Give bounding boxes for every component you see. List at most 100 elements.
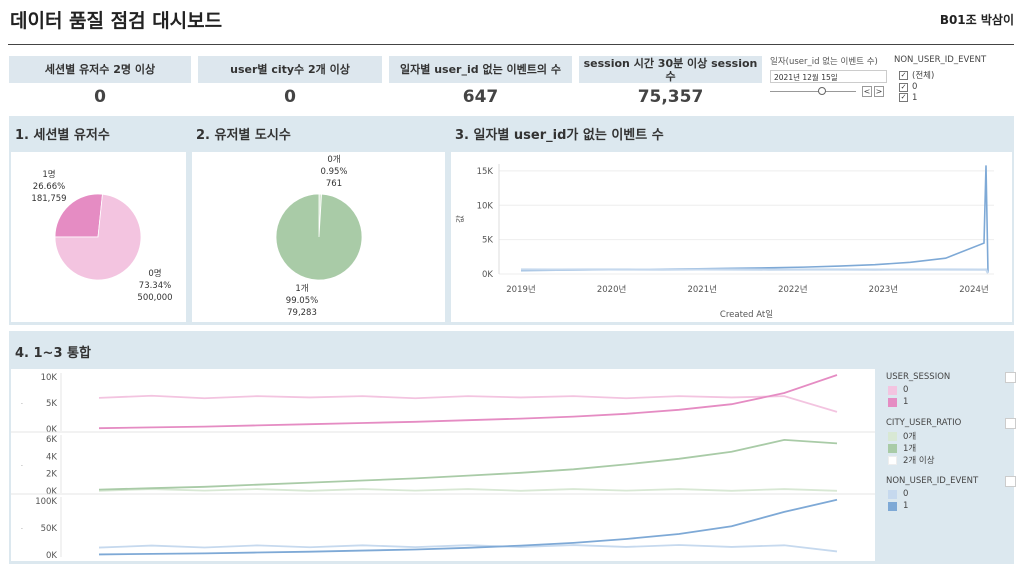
legend-item[interactable]: 0 [888, 488, 1016, 500]
slice-pct: 0.95% [320, 167, 348, 177]
kpi-value: 647 [389, 83, 572, 110]
legend-item[interactable]: 1개 [888, 442, 1016, 454]
series-line[interactable] [520, 165, 989, 273]
y-tick-label: 4K [46, 452, 57, 462]
legend-swatch [888, 431, 897, 441]
legend-swatch [888, 455, 897, 465]
pie-panel-sessions: 1명 26.66% 181,759 0명 73.34% 500,000 [11, 152, 186, 322]
y-tick-label: 5K [482, 236, 493, 246]
legend-label: 1개 [903, 444, 917, 454]
pie-slice[interactable] [54, 193, 103, 238]
series-line[interactable] [98, 394, 838, 413]
legend-swatch [888, 397, 897, 407]
date-filter-label: 일자(user_id 없는 이벤트 수) [770, 57, 878, 67]
date-slider[interactable] [770, 87, 856, 95]
prev-button[interactable]: < [862, 86, 872, 97]
slice-count: 761 [325, 179, 343, 189]
slice-count: 181,759 [31, 194, 67, 204]
checkbox-checked-icon[interactable]: ✓ [899, 82, 908, 92]
y-tick-label: 0K [46, 551, 57, 561]
legend-label: 0개 [903, 432, 917, 442]
date-input[interactable]: 2021년 12월 15일 [770, 70, 887, 83]
legend-item[interactable]: 0개 [888, 430, 1016, 442]
section-title-4: 4. 1~3 통합 [15, 346, 91, 361]
legend-label: 1 [903, 501, 909, 511]
series-line[interactable] [98, 374, 838, 430]
user-name: B01조 박삼이 [939, 13, 1014, 27]
slice-count: 500,000 [137, 293, 173, 303]
kpi-label: 세션별 유저수 2명 이상 [9, 56, 191, 83]
y-tick-label: 15K [477, 167, 494, 177]
series-line[interactable] [98, 544, 838, 553]
combined-legend: USER_SESSION 0 1 CITY_USER_RATIO 0개 1개 2… [886, 370, 1016, 512]
combined-panel: 10K 5K 0K. 6K 4K 2K 0K. 100K 50K 0K. [11, 369, 875, 561]
legend-toggle[interactable] [1005, 475, 1016, 487]
legend-toggle[interactable] [1005, 417, 1016, 429]
x-tick-label: 2021년 [687, 284, 716, 295]
pie-label: 1개 99.05% 79,283 [272, 283, 332, 319]
pie-label: 0개 0.95% 761 [304, 154, 364, 190]
header-divider [8, 44, 1014, 45]
legend-swatch [888, 489, 897, 499]
slice-name: 0개 [327, 155, 341, 165]
filter-option-label: (전체) [912, 71, 935, 81]
kpi-label: session 시간 30분 이상 session 수 [579, 56, 762, 83]
section-title-1: 1. 세션별 유저수 [15, 128, 110, 143]
line-chart-events: 0K 5K 10K 15K 2019년 2020년 2021년 2022년 2023년 2024년… [455, 164, 994, 320]
x-tick-label: 2023년 [869, 284, 898, 295]
legend-item[interactable]: 0 [888, 384, 1016, 396]
legend-item[interactable]: 2개 이상 [888, 454, 1016, 466]
y-tick-label: 2K [46, 470, 57, 480]
x-tick-label: 2024년 [959, 284, 988, 295]
axis-marker: . [21, 399, 23, 406]
legend-label: 2개 이상 [903, 456, 935, 466]
axis-marker: . [21, 461, 23, 468]
y-tick-label: 10K [477, 201, 494, 211]
series-line[interactable] [520, 268, 989, 274]
pie-slice[interactable] [54, 193, 142, 281]
checkbox-checked-icon[interactable]: ✓ [899, 70, 908, 80]
series-line[interactable] [98, 498, 838, 556]
slice-name: 1개 [295, 284, 309, 294]
y-axis-label: 값 [455, 215, 466, 223]
event-filter: NON_USER_ID_EVENT ✓ (전체) ✓ 0 ✓ 1 [894, 55, 1022, 102]
pie-label: 1명 26.66% 181,759 [21, 169, 77, 205]
pie-slice[interactable] [275, 193, 363, 281]
combined-chart: 10K 5K 0K. 6K 4K 2K 0K. 100K 50K 0K. [11, 373, 875, 561]
slice-pct: 73.34% [138, 281, 172, 291]
legend-label: 0 [903, 385, 909, 395]
y-tick-label: 5K [46, 399, 57, 409]
kpi-value: 75,357 [579, 83, 762, 110]
x-tick-label: 2022년 [778, 284, 807, 295]
y-tick-label: 50K [41, 524, 58, 534]
filter-option-all[interactable]: ✓ (전체) [899, 69, 1022, 81]
filter-option-1[interactable]: ✓ 1 [899, 93, 1022, 102]
section-title-2: 2. 유저별 도시수 [196, 128, 291, 143]
legend-item[interactable]: 1 [888, 500, 1016, 512]
y-tick-label: 0K [46, 425, 57, 435]
legend-group: CITY_USER_RATIO [886, 416, 1016, 430]
date-filter: 일자(user_id 없는 이벤트 수) 2021년 12월 15일 < > [770, 55, 890, 97]
next-button[interactable]: > [874, 86, 884, 97]
series-line[interactable] [98, 488, 838, 492]
filter-option-0[interactable]: ✓ 0 [899, 81, 1022, 93]
checkbox-checked-icon[interactable]: ✓ [899, 93, 908, 102]
slider-knob[interactable] [818, 87, 826, 95]
y-tick-label: 0K [482, 270, 493, 280]
pie-chart-sessions [54, 193, 142, 281]
slice-name: 1명 [42, 170, 56, 180]
section-title-3: 3. 일자별 user_id가 없는 이벤트 수 [455, 128, 664, 143]
legend-item[interactable]: 1 [888, 396, 1016, 408]
legend-swatch [888, 501, 897, 511]
legend-label: 0 [903, 489, 909, 499]
legend-toggle[interactable] [1005, 371, 1016, 383]
legend-group: USER_SESSION [886, 370, 1016, 384]
kpi-label: user별 city수 2개 이상 [198, 56, 382, 83]
kpi-long-sessions: session 시간 30분 이상 session 수 75,357 [579, 56, 762, 110]
pie-chart-cities [275, 193, 363, 281]
kpi-value: 0 [198, 83, 382, 110]
kpi-user-city: user별 city수 2개 이상 0 [198, 56, 382, 110]
series-line[interactable] [98, 438, 838, 491]
slice-name: 0명 [148, 269, 162, 279]
legend-title: NON_USER_ID_EVENT [886, 476, 979, 486]
